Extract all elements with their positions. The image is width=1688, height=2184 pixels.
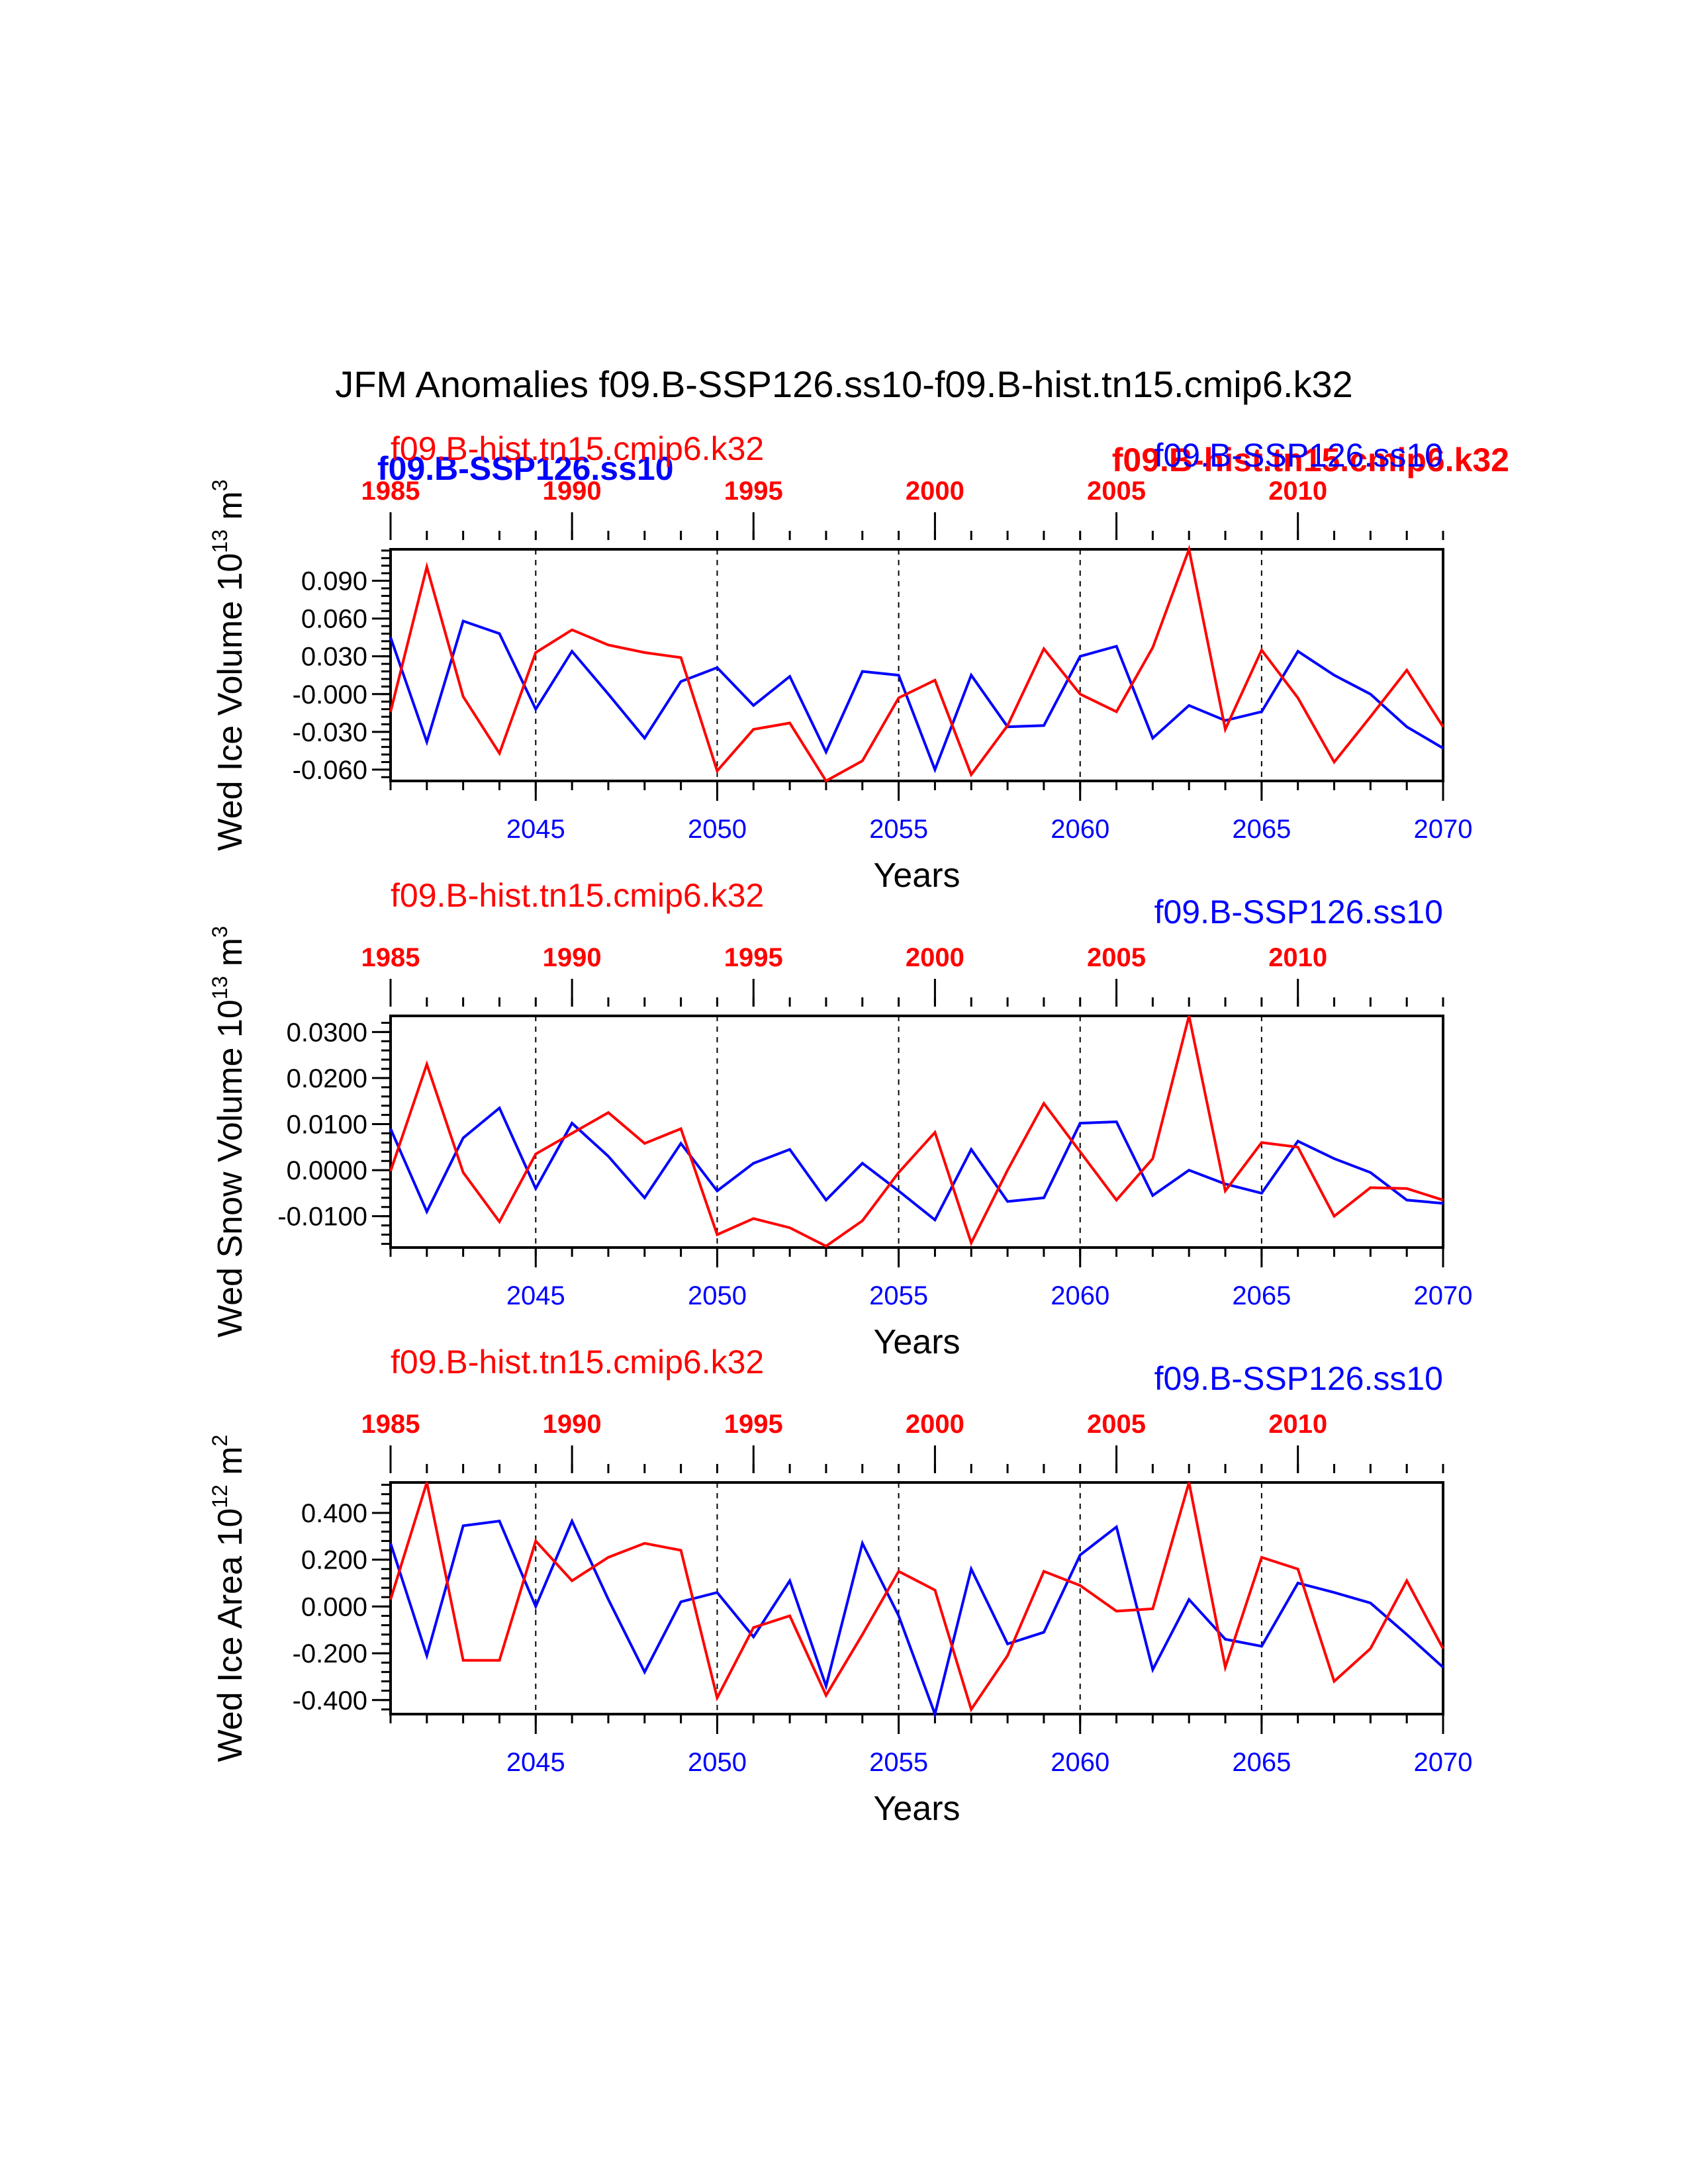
series-line: [389, 1015, 1444, 1248]
x-tick-label: 2050: [688, 1748, 747, 1777]
y-tick-label: 0.090: [301, 567, 367, 596]
top-tick-label: 1985: [361, 477, 420, 506]
series-line: [389, 1518, 1444, 1719]
y-tick-label: 0.0200: [287, 1064, 367, 1093]
y-tick-label: 0.0000: [287, 1156, 367, 1185]
top-tick-label: 2005: [1087, 943, 1146, 972]
x-tick-label: 2065: [1232, 1281, 1291, 1310]
x-tick-label: 2055: [869, 1748, 928, 1777]
y-tick-label: -0.200: [293, 1639, 367, 1668]
x-tick-label: 2065: [1232, 1748, 1291, 1777]
top-right-run-label: f09.B-SSP126.ss10: [1154, 437, 1443, 474]
x-tick-label: 2070: [1414, 1748, 1473, 1777]
y-axis-title: Wed Snow Volume 1013 m3: [208, 926, 250, 1338]
overlap-label-red: f09.B-hist.tn15.cmip6.k32: [1112, 441, 1509, 478]
x-tick-label: 2060: [1051, 1281, 1109, 1310]
top-tick-label: 2000: [906, 943, 964, 972]
series-line: [389, 619, 1444, 774]
y-tick-label: 0.200: [301, 1546, 367, 1575]
chart-panels: 2045 2050 2055 2060 2065 2070 1985 1990 1995 2000…: [208, 430, 1472, 1828]
y-tick-label: -0.060: [293, 756, 367, 785]
top-tick-label: 2010: [1268, 943, 1327, 972]
top-tick-label: 2000: [906, 1410, 964, 1439]
chart-panel-2: 2045 2050 2055 2060 2065 2070 1985 1990 1995 2000…: [208, 877, 1472, 1361]
y-tick-label: 0.0100: [287, 1111, 367, 1140]
top-right-run-label: f09.B-SSP126.ss10: [1154, 1360, 1443, 1397]
series-line: [389, 544, 1444, 783]
x-tick-label: 2070: [1414, 815, 1473, 844]
top-tick-label: 1990: [543, 943, 602, 972]
top-tick-label: 1990: [543, 477, 602, 506]
y-tick-label: 0.030: [301, 643, 367, 672]
series-line: [389, 1482, 1444, 1713]
y-axis-title: Wed Ice Area 1012 m2: [208, 1435, 250, 1762]
chart-panel-3: 2045 2050 2055 2060 2065 2070 1985 1990 1995 2000…: [208, 1343, 1472, 1828]
x-tick-label: 2070: [1414, 1281, 1473, 1310]
x-axis-title: Years: [873, 1790, 960, 1828]
y-tick-label: -0.030: [293, 718, 367, 747]
top-tick-label: 1985: [361, 1410, 420, 1439]
y-tick-label: 0.400: [301, 1499, 367, 1528]
x-tick-label: 2050: [688, 815, 747, 844]
x-tick-label: 2055: [869, 1281, 928, 1310]
top-tick-label: 2010: [1268, 477, 1327, 506]
figure-title: JFM Anomalies f09.B-SSP126.ss10-f09.B-hi…: [335, 363, 1353, 405]
top-left-run-label: f09.B-hist.tn15.cmip6.k32: [391, 877, 764, 914]
top-tick-label: 2000: [906, 477, 964, 506]
y-tick-label: -0.0100: [277, 1203, 367, 1232]
top-tick-label: 1990: [543, 1410, 602, 1439]
x-tick-label: 2050: [688, 1281, 747, 1310]
top-tick-label: 1995: [724, 477, 783, 506]
top-tick-label: 2005: [1087, 1410, 1146, 1439]
top-left-run-label: f09.B-hist.tn15.cmip6.k32: [391, 430, 764, 467]
y-tick-label: 0.0300: [287, 1018, 367, 1047]
x-tick-label: 2065: [1232, 815, 1291, 844]
overlap-label-blue: f09.B-SSP126.ss10: [377, 450, 674, 487]
x-tick-label: 2045: [506, 1281, 565, 1310]
x-tick-label: 2060: [1051, 815, 1109, 844]
x-tick-label: 2045: [506, 815, 565, 844]
y-tick-label: -0.400: [293, 1686, 367, 1715]
top-tick-label: 1995: [724, 943, 783, 972]
x-tick-label: 2055: [869, 815, 928, 844]
top-tick-label: 1985: [361, 943, 420, 972]
series-line: [389, 1105, 1444, 1222]
plot-frame: [389, 548, 1444, 782]
top-tick-label: 2005: [1087, 477, 1146, 506]
x-tick-label: 2060: [1051, 1748, 1109, 1777]
y-tick-label: 0.000: [301, 1592, 367, 1621]
y-tick-label: -0.000: [293, 680, 367, 709]
x-axis-title: Years: [873, 856, 960, 895]
x-tick-label: 2045: [506, 1748, 565, 1777]
top-tick-label: 1995: [724, 1410, 783, 1439]
x-axis-title: Years: [873, 1323, 960, 1361]
chart-panel-1: 2045 2050 2055 2060 2065 2070 1985 1990 1995 2000…: [208, 430, 1472, 895]
y-tick-label: 0.060: [301, 605, 367, 634]
top-left-run-label: f09.B-hist.tn15.cmip6.k32: [391, 1343, 764, 1381]
top-tick-label: 2010: [1268, 1410, 1327, 1439]
top-right-run-label: f09.B-SSP126.ss10: [1154, 893, 1443, 931]
y-axis-title: Wed Ice Volume 1013 m3: [208, 479, 250, 850]
